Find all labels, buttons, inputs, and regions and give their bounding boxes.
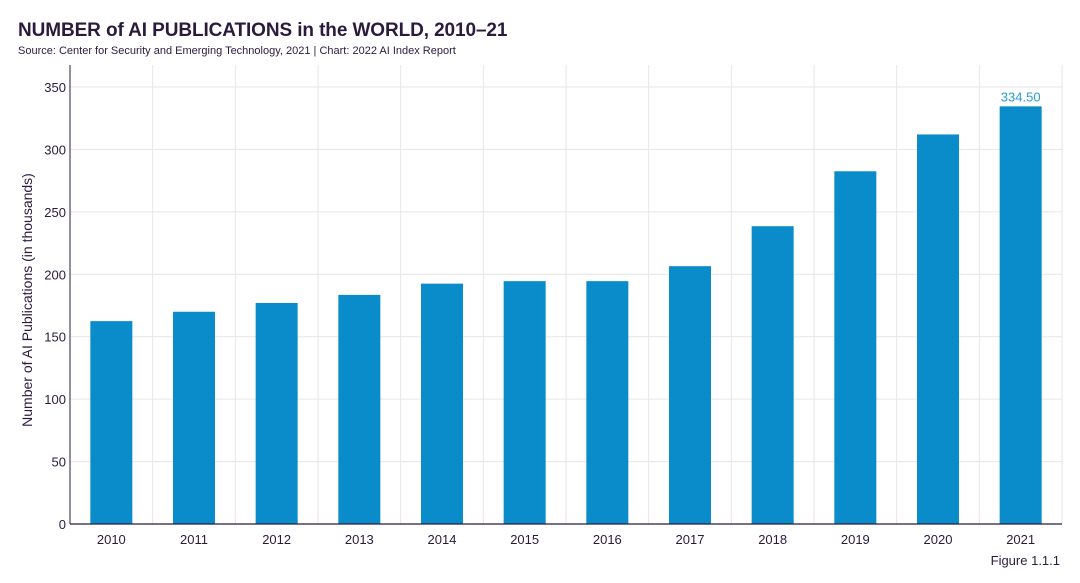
bar-value-label: 334.50 [1001, 89, 1041, 104]
y-tick-label: 150 [44, 330, 66, 345]
x-tick-label: 2018 [758, 532, 787, 547]
x-tick-label: 2016 [593, 532, 622, 547]
bar-2014 [421, 283, 463, 524]
bar-2011 [173, 311, 215, 524]
y-tick-label: 100 [44, 392, 66, 407]
x-tick-label: 2017 [676, 532, 705, 547]
x-tick-label: 2020 [924, 532, 953, 547]
figure-label: Figure 1.1.1 [990, 553, 1060, 568]
bar-2013 [338, 294, 381, 524]
bar-2018 [751, 226, 794, 525]
x-tick-label: 2021 [1006, 532, 1035, 547]
y-tick-label: 50 [52, 455, 66, 470]
x-tick-label: 2019 [841, 532, 870, 547]
y-axis-title: Number of AI Publications (in thousands) [19, 173, 35, 427]
bar-2017 [669, 266, 711, 524]
y-tick-label: 200 [44, 267, 66, 282]
grid-lines [70, 65, 1063, 524]
chart-title: NUMBER of AI PUBLICATIONS in the WORLD, … [18, 20, 508, 41]
bar-2021 [999, 106, 1042, 525]
bars [90, 106, 1042, 525]
y-tick-label: 0 [59, 517, 66, 532]
y-tick-label: 300 [44, 142, 66, 157]
chart-source: Source: Center for Security and Emerging… [18, 45, 456, 57]
bar-2020 [917, 134, 959, 524]
bar-2012 [255, 303, 298, 524]
axes [69, 65, 1062, 525]
bar-2016 [586, 281, 629, 524]
x-tick-label: 2011 [180, 532, 208, 547]
x-tick-label: 2012 [262, 532, 291, 547]
bar-2010 [90, 321, 133, 524]
x-tick-label: 2014 [428, 532, 457, 547]
x-tick-label: 2010 [97, 532, 126, 547]
labels: 0 50 100 150 200 250 300 350 2010 2011 2012 2013 201… [44, 80, 1040, 547]
x-tick-label: 2013 [345, 532, 374, 547]
bar-2015 [503, 281, 546, 524]
x-tick-label: 2015 [510, 532, 539, 547]
bar-2019 [834, 171, 877, 524]
y-tick-label: 350 [44, 80, 66, 95]
y-tick-label: 250 [44, 205, 66, 220]
